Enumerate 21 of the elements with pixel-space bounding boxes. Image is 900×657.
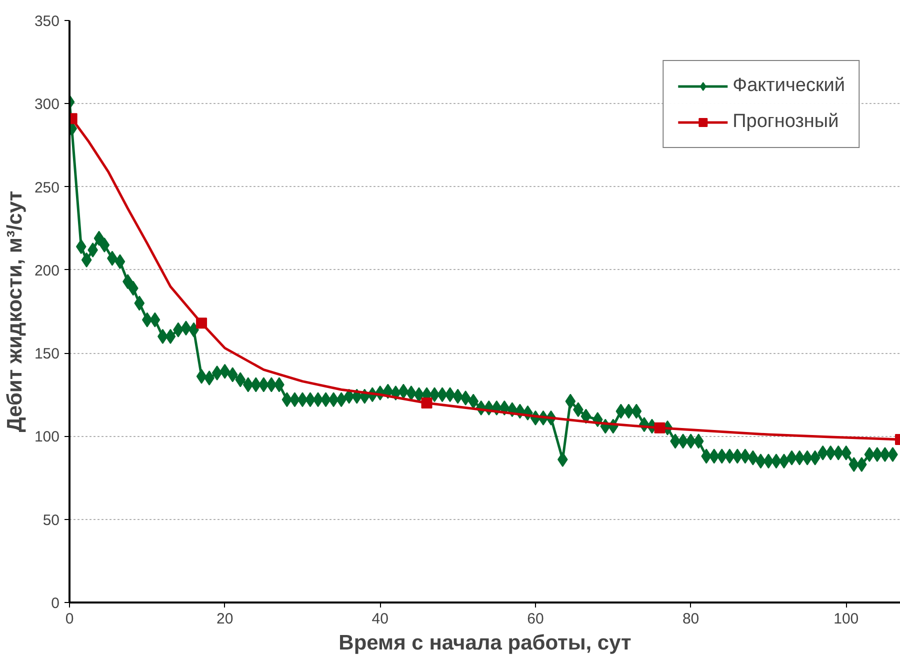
y-tick-label: 150 [34,346,60,363]
x-tick-label: 80 [682,610,700,628]
point [654,422,666,434]
y-tick-label: 300 [34,96,60,114]
point [196,318,208,329]
y-tick-label: 0 [51,595,60,612]
y-tick-label: 250 [34,179,60,196]
y-tick-label: 350 [34,13,60,30]
x-tick-label: 20 [216,610,234,628]
legend-label: Фактический [732,75,845,97]
y-tick-label: 200 [34,262,60,280]
y-tick-label: 100 [34,428,60,446]
x-tick-label: 0 [65,610,74,628]
x-tick-label: 40 [372,610,388,628]
legend-label: Прогнозный [732,111,839,133]
x-tick-label: 60 [527,610,544,628]
y-axis-title: Дебит жидкости, м³/сут [3,190,26,432]
x-axis-title: Время с начала работы, сут [338,632,632,654]
point [421,397,432,408]
x-tick-label: 100 [834,610,859,628]
y-tick-label: 50 [42,512,60,529]
